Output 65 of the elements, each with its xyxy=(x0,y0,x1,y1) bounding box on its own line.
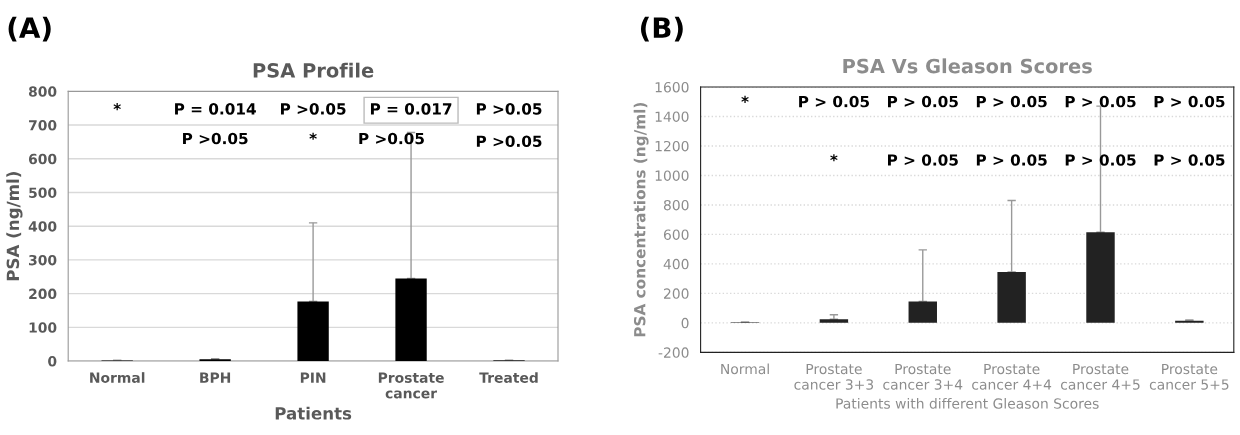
x-tick-label: Prostate cancer 3+4 xyxy=(883,363,963,390)
y-tick-label: 600 xyxy=(663,229,689,240)
bar xyxy=(819,319,849,323)
y-tick-label: 0 xyxy=(681,317,689,329)
annotation: P > 0.05 xyxy=(1065,95,1136,108)
annotation: P >0.05 xyxy=(281,103,346,115)
chart-title: PSA Vs Gleason Scores xyxy=(843,58,1092,74)
y-tick-label: 1000 xyxy=(655,170,689,181)
chart-title: PSA Profile xyxy=(253,62,374,78)
annotation: P >0.05 xyxy=(359,132,424,145)
annotation: P >0.05 xyxy=(476,135,542,148)
y-axis-title: PSA (ng/ml) xyxy=(6,172,23,281)
y-tick-label: 1400 xyxy=(655,111,689,122)
annotation: * xyxy=(113,103,121,111)
y-tick-label: 300 xyxy=(29,254,57,266)
x-tick-label: Prostate cancer 4+4 xyxy=(972,363,1052,390)
x-axis-title: Patients with different Gleason Scores xyxy=(836,398,1099,409)
x-tick-label: Prostate cancer xyxy=(378,372,444,399)
y-tick-label: 600 xyxy=(28,153,57,165)
y-tick-label: 1600 xyxy=(655,81,689,93)
annotation: P > 0.05 xyxy=(888,154,958,166)
x-tick-label: Treated xyxy=(479,372,538,383)
bar xyxy=(997,272,1026,323)
y-tick-label: 500 xyxy=(29,187,57,198)
annotation: P = 0.017 xyxy=(370,103,452,115)
y-tick-label: 200 xyxy=(664,288,689,299)
y-tick-label: 400 xyxy=(663,258,689,270)
bar xyxy=(908,301,937,323)
y-tick-label: 400 xyxy=(28,221,57,232)
y-tick-label: 800 xyxy=(663,199,689,211)
bar xyxy=(297,301,329,362)
annotation: * xyxy=(309,132,317,140)
annotation: P = 0.014 xyxy=(175,103,256,115)
text: (B) xyxy=(640,16,683,42)
x-tick-label: Prostate cancer 5+5 xyxy=(1149,363,1229,390)
bar xyxy=(1175,320,1204,323)
annotation: * xyxy=(830,154,838,162)
bar xyxy=(395,278,427,362)
text: (A) xyxy=(8,16,51,42)
annotation: P > 0.05 xyxy=(1065,154,1136,166)
x-tick-label: BPH xyxy=(200,372,231,383)
annotation: P > 0.05 xyxy=(1154,95,1225,108)
annotation: * xyxy=(741,95,749,103)
x-tick-label: PIN xyxy=(300,372,326,383)
y-tick-label: 0 xyxy=(48,356,57,367)
y-tick-label: -200 xyxy=(658,347,689,358)
annotation: P > 0.05 xyxy=(1154,154,1225,166)
y-tick-label: 100 xyxy=(29,322,57,333)
annotation: P > 0.05 xyxy=(888,95,958,108)
annotation: P > 0.05 xyxy=(799,95,869,108)
y-tick-label: 1200 xyxy=(655,140,689,152)
annotation: P >0.05 xyxy=(476,103,542,115)
x-tick-label: Normal xyxy=(721,363,769,375)
y-tick-label: 800 xyxy=(28,86,57,97)
y-tick-label: 200 xyxy=(29,288,57,300)
y-tick-label: 700 xyxy=(29,120,57,131)
x-tick-label: Prostate cancer 3+3 xyxy=(794,363,874,390)
y-axis-title: PSA concentrations (ng/ml) xyxy=(633,102,649,337)
x-axis-title: Patients xyxy=(275,406,352,420)
bar xyxy=(1086,232,1115,323)
x-tick-label: Normal xyxy=(90,372,145,383)
x-tick-label: Prostate cancer 4+5 xyxy=(1060,363,1140,390)
annotation: P >0.05 xyxy=(183,132,248,145)
annotation: P > 0.05 xyxy=(976,95,1047,108)
annotation: P > 0.05 xyxy=(976,154,1047,166)
